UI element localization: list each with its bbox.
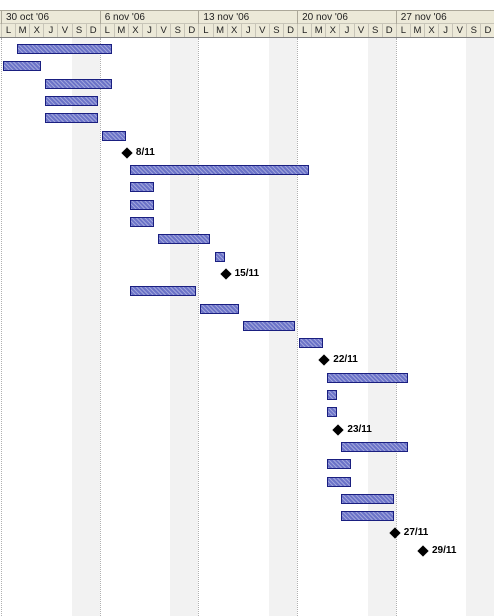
milestone-label: 23/11 [347,423,372,435]
task-bar[interactable] [327,459,352,470]
task-bar[interactable] [129,182,155,193]
day-header: V [452,24,466,37]
task-bar[interactable] [242,320,296,331]
task-bar[interactable] [341,441,408,452]
task-bar[interactable] [299,338,324,349]
task-bar[interactable] [327,390,338,400]
task-bar[interactable] [129,217,155,227]
week-gridline [297,38,299,616]
milestone-label: 29/11 [432,544,457,556]
task-bar[interactable] [341,493,394,504]
day-header: L [198,24,212,37]
task-bar[interactable] [45,113,98,124]
milestone-label: 15/11 [234,267,260,279]
weekend-shading [71,38,100,616]
week-header: 27 nov '06 [395,11,494,24]
timescale-weeks: 30 oct '06 6 nov '06 13 nov '06 20 nov '06 2… [0,10,494,24]
day-header: L [297,24,311,37]
task-bar[interactable] [45,95,98,106]
day-header: M [212,24,227,37]
milestone-diamond[interactable] [219,268,232,280]
task-bar[interactable] [129,199,155,210]
day-header: S [170,24,184,37]
day-header: M [15,24,29,37]
task-bar[interactable] [129,165,310,176]
day-header: V [353,24,368,37]
milestone-diamond[interactable] [318,354,330,367]
day-header: M [311,24,325,37]
day-header: X [127,24,142,37]
day-header: D [184,24,198,37]
week-gridline [198,38,200,616]
task-bar[interactable] [200,303,239,314]
week-header: 6 nov '06 [99,11,199,24]
day-header: L [1,24,15,37]
task-bar[interactable] [3,61,42,72]
task-bar[interactable] [158,234,211,245]
day-header: J [339,24,353,37]
day-header: L [395,24,410,37]
task-bar[interactable] [341,511,394,522]
day-header: V [254,24,269,37]
day-header: S [71,24,86,37]
weekend-shading [170,38,199,616]
task-bar[interactable] [129,286,197,297]
task-bar[interactable] [327,476,352,487]
week-header: 30 oct '06 [1,11,100,24]
day-header: J [240,24,255,37]
day-header: V [156,24,170,37]
day-header: J [142,24,156,37]
week-gridline [395,38,397,616]
day-header: S [367,24,382,37]
day-header: D [381,24,396,37]
day-header: S [268,24,283,37]
day-header: S [466,24,480,37]
week-header: 13 nov '06 [198,11,297,24]
task-bar[interactable] [17,44,112,54]
task-bar[interactable] [327,372,408,383]
day-header: D [480,24,494,37]
day-header: X [226,24,241,37]
task-bar[interactable] [45,78,112,89]
milestone-label: 22/11 [333,354,358,366]
day-header: M [113,24,128,37]
week-gridline [1,38,2,616]
task-bar[interactable] [214,251,225,262]
milestone-label: 8/11 [135,146,155,158]
day-header: M [409,24,424,37]
week-header: 20 nov '06 [297,11,396,24]
day-header: X [29,24,43,37]
day-header: J [43,24,57,37]
milestone-diamond[interactable] [332,423,345,436]
milestone-label: 27/11 [403,527,429,539]
milestone-diamond[interactable] [121,147,133,159]
day-header: D [283,24,297,37]
day-header: D [85,24,100,37]
day-header: J [438,24,452,37]
day-header: X [424,24,438,37]
task-bar[interactable] [101,130,126,141]
day-header: V [57,24,71,37]
day-header: L [99,24,114,37]
weekend-shading [466,38,494,616]
milestone-diamond[interactable] [417,545,429,557]
task-bar[interactable] [327,407,338,418]
week-gridline [99,38,101,616]
day-header: X [325,24,339,37]
